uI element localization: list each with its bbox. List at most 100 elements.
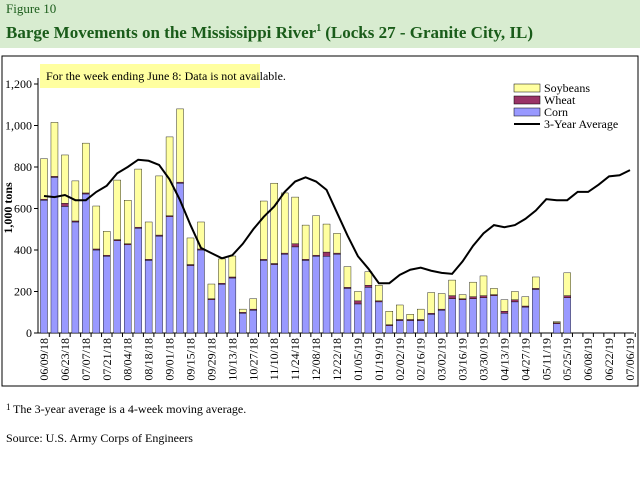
bar-segment (301, 224, 310, 260)
x-tick-label: 02/02/19 (393, 338, 407, 381)
bar-segment (500, 311, 509, 314)
x-tick-label: 01/19/19 (372, 338, 386, 381)
bar-segment (364, 271, 373, 286)
bar-segment (385, 311, 394, 325)
bar-segment (354, 303, 362, 334)
bar-segment (563, 295, 571, 298)
x-tick-label: 04/13/19 (497, 338, 511, 381)
bar-segment (406, 320, 414, 334)
bar-segment (322, 256, 331, 334)
x-tick-label: 12/22/18 (330, 338, 344, 381)
bar-segment (155, 175, 163, 236)
bar-segment (260, 200, 268, 260)
y-tick-label: 1,200 (5, 77, 32, 91)
bar-segment (155, 235, 163, 334)
bar-segment (343, 266, 352, 288)
footnote-mark: 1 (6, 402, 11, 412)
bar-segment (511, 291, 519, 301)
bar-segment (458, 299, 467, 334)
bar-segment (511, 301, 519, 334)
bar-segment (448, 295, 456, 299)
x-tick-label: 09/29/18 (204, 338, 218, 381)
y-tick-label: 800 (14, 160, 32, 174)
bar-segment (375, 301, 383, 334)
x-tick-label: 06/23/18 (58, 338, 72, 381)
x-tick-label: 04/27/19 (518, 338, 532, 381)
bar-segment (396, 320, 404, 334)
bar-segment (354, 300, 362, 305)
legend-label: 3-Year Average (544, 117, 618, 131)
chart-title: Barge Movements on the Mississippi River… (6, 23, 533, 42)
bar-segment (61, 206, 69, 334)
bar-segment (437, 309, 446, 334)
bar-segment (61, 154, 69, 204)
bar-segment (197, 249, 205, 334)
y-tick-label: 600 (14, 202, 32, 216)
bar-segment (71, 221, 80, 334)
bar-segment (479, 295, 488, 298)
bar-segment (40, 199, 48, 334)
bar-segment (354, 291, 362, 302)
x-tick-label: 05/25/19 (560, 338, 574, 381)
bar-segment (207, 299, 216, 334)
x-tick-label: 06/09/18 (37, 338, 51, 381)
bar-segment (186, 265, 195, 334)
header-band (0, 0, 640, 48)
bar-segment (92, 205, 101, 250)
bar-segment (427, 314, 435, 334)
bar-segment (553, 321, 561, 323)
bar-segment (396, 304, 404, 320)
bar-segment (134, 168, 142, 228)
x-tick-label: 11/24/18 (288, 338, 302, 380)
bar-segment (448, 279, 456, 296)
y-axis-label: 1,000 tons (1, 182, 15, 234)
bar-segment (417, 308, 425, 320)
x-tick-label: 07/07/18 (79, 338, 93, 381)
bar-segment (124, 199, 132, 244)
bar-segment (50, 122, 59, 177)
bar-segment (322, 223, 331, 253)
y-tick-label: 0 (26, 326, 32, 340)
legend-swatch (513, 83, 541, 93)
y-tick-label: 200 (14, 285, 32, 299)
x-tick-label: 01/05/19 (351, 338, 365, 381)
bar-segment (218, 284, 226, 334)
x-tick-label: 12/08/18 (309, 338, 323, 381)
bar-segment (532, 276, 540, 289)
bar-segment (280, 192, 289, 254)
average-line (43, 158, 631, 285)
bar-segment (333, 233, 341, 254)
bar-segment (124, 244, 132, 334)
bar-segment (532, 289, 540, 334)
bar-segment (40, 158, 48, 200)
y-tick-label: 400 (14, 243, 32, 257)
source: Source: U.S. Army Corps of Engineers (6, 431, 193, 445)
bar-segment (511, 299, 519, 303)
bar-segment (249, 298, 257, 310)
bar-segment (500, 299, 509, 312)
bar-segment (312, 256, 320, 334)
legend-label: Corn (544, 105, 568, 119)
bar-segment (521, 296, 530, 307)
bar-segment (144, 260, 153, 334)
x-tick-label: 03/02/19 (435, 338, 449, 381)
x-tick-label: 09/15/18 (184, 338, 198, 381)
bar-segment (427, 292, 435, 314)
title-note: 1 (316, 23, 321, 34)
plot-area: 0 200 400 600 800 1,000 1,200 06/09/18 06/23/18 0… (5, 77, 637, 381)
x-tick-label: 03/30/19 (477, 338, 491, 381)
bar-segment (469, 281, 477, 297)
x-tick-label: 11/10/18 (267, 338, 281, 380)
x-tick-label: 09/01/18 (163, 338, 177, 381)
bar-segment (490, 288, 498, 295)
bar-segment (186, 237, 195, 265)
bar-segment (113, 240, 121, 334)
annotation-box (40, 64, 260, 88)
x-tick-label: 07/21/18 (100, 338, 114, 381)
bar-segment (312, 215, 320, 256)
bar-segment (291, 246, 299, 334)
legend-swatch (513, 95, 541, 105)
x-tick-label: 03/16/19 (456, 338, 470, 381)
